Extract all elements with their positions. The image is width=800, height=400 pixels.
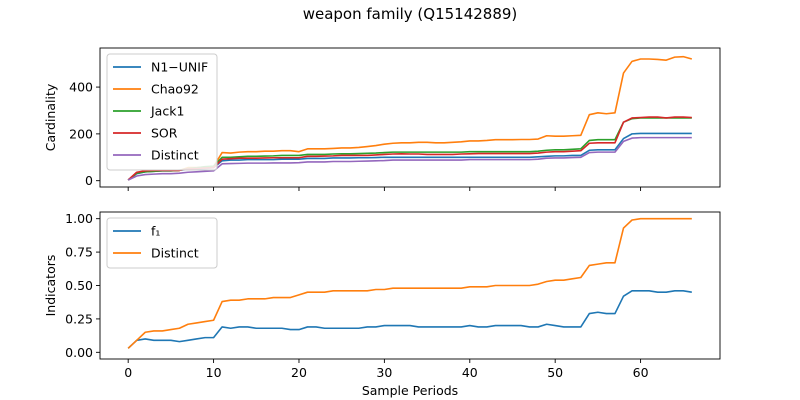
legend-label-1-1: Distinct [151, 246, 199, 261]
x-tick-label-3: 30 [376, 365, 392, 380]
series-line-0-1 [127, 55, 693, 181]
x-tick-label-4: 40 [462, 365, 478, 380]
y-tick-label-1-0: 0.00 [65, 345, 93, 360]
legend-label-0-2: Jack1 [150, 104, 184, 119]
x-tick-label-6: 60 [633, 365, 649, 380]
x-tick-label-2: 20 [291, 365, 307, 380]
legend-label-1-0: f₁ [151, 224, 160, 239]
series-line-0-3 [127, 116, 692, 181]
y-axis-label-1: Indicators [43, 255, 58, 317]
y-tick-label-0-0: 0 [85, 173, 93, 188]
legend-label-0-1: Chao92 [151, 82, 199, 97]
series-line-0-4 [127, 136, 692, 181]
series-line-0-0 [127, 132, 692, 181]
y-tick-label-1-4: 1.00 [65, 211, 93, 226]
y-tick-label-1-2: 0.50 [65, 278, 93, 293]
indicators-panel: 0.00 0.25 0.50 0.75 1.00 0 10 20 30 40 50 60 Indicat… [43, 211, 721, 380]
y-tick-label-1-3: 0.75 [65, 245, 93, 260]
chart-title: weapon family (Q15142889) [303, 5, 518, 23]
series-line-0-2 [127, 117, 692, 181]
legend-label-0-4: Distinct [151, 148, 199, 163]
cardinality-panel: 0 200 400 Cardinality N1−UNIF Chao92 Jack1 SOR D… [43, 47, 721, 191]
legend-label-0-0: N1−UNIF [151, 60, 208, 75]
y-axis-label-0: Cardinality [43, 83, 58, 151]
y-tick-label-1-1: 0.25 [65, 311, 93, 326]
series-line-1-0 [127, 290, 692, 349]
y-tick-label-0-1: 200 [69, 126, 93, 141]
x-axis-label: Sample Periods [362, 383, 458, 398]
plot-frame-0 [99, 47, 721, 188]
x-tick-label-1: 10 [206, 365, 222, 380]
x-tick-label-5: 50 [547, 365, 563, 380]
legend-box-0 [106, 53, 218, 171]
legend-label-0-3: SOR [151, 126, 178, 141]
x-tick-label-0: 0 [124, 365, 132, 380]
series-line-1-1 [127, 217, 692, 349]
y-tick-label-0-2: 400 [69, 80, 93, 95]
legend-box-1 [106, 217, 218, 269]
